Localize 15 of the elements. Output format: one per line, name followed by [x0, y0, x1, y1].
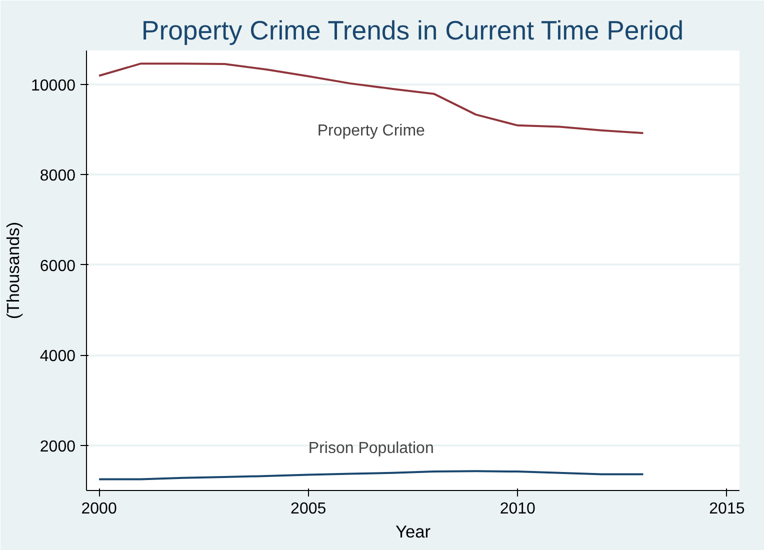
- x-tick-label: 2000: [81, 500, 117, 518]
- y-tick-label: 6000: [40, 258, 76, 275]
- series-label: Property Crime: [317, 122, 426, 140]
- x-tick-label: 2005: [290, 500, 326, 518]
- y-tick-label: 4000: [40, 348, 76, 366]
- y-tick-label: 10000: [31, 77, 76, 94]
- y-tick-label: 2000: [40, 438, 76, 456]
- x-tick-label: 2010: [500, 500, 536, 518]
- chart-title: Property Crime Trends in Current Time Period: [141, 16, 684, 46]
- y-tick-label: 8000: [40, 168, 76, 185]
- series-label: Prison Population: [308, 440, 434, 457]
- x-tick-label: 2015: [709, 500, 745, 518]
- line-series: [98, 470, 644, 480]
- x-axis-title: Year: [395, 522, 431, 542]
- y-axis-title: (Thousands): [3, 222, 24, 320]
